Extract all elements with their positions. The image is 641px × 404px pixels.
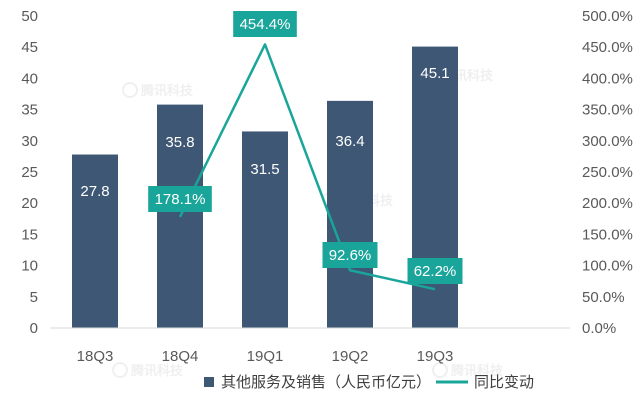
line-value-label: 178.1% — [155, 191, 206, 208]
series-line — [178, 43, 436, 291]
x-tick-label: 19Q1 — [247, 348, 284, 365]
watermark-logo-icon — [112, 362, 128, 378]
bar-value-label: 45.1 — [420, 65, 449, 82]
y-right-tick-label: 500.0% — [582, 8, 633, 25]
line-value-label: 92.6% — [329, 247, 372, 264]
x-axis: 18Q3 18Q4 19Q1 19Q2 19Q3 — [77, 348, 454, 365]
watermark-logo-icon — [432, 362, 448, 378]
bar-series: 27.8 35.8 31.5 36.4 45.1 — [72, 46, 458, 329]
watermark-text: 腾讯科技 — [130, 363, 184, 379]
line-value-box — [148, 186, 212, 212]
line-value-labels: 178.1% 454.4% 92.6% 62.2% — [148, 11, 463, 284]
y-right-tick-label: 400.0% — [582, 70, 633, 87]
y-right-tick-label: 450.0% — [582, 39, 633, 56]
bar-value-label: 36.4 — [335, 133, 364, 150]
y-right-tick-label: 100.0% — [582, 258, 633, 275]
watermark-text: 腾讯科技 — [450, 363, 504, 379]
watermark-text: 腾讯科技 — [140, 83, 194, 99]
watermark: 腾讯科技 — [122, 82, 194, 99]
bar — [327, 100, 373, 328]
y-left-tick-label: 0 — [30, 320, 38, 337]
legend-line-label: 同比变动 — [474, 373, 534, 391]
line-series — [178, 43, 436, 291]
y-right-tick-label: 300.0% — [582, 133, 633, 150]
y-left-tick-label: 15 — [21, 226, 38, 243]
y-left-tick-label: 45 — [21, 39, 38, 56]
legend-bar-label: 其他服务及销售（人民币亿元） — [221, 373, 431, 391]
watermark: 腾讯科技 — [432, 362, 504, 379]
legend-bar-swatch — [204, 377, 214, 387]
line-value-label: 62.2% — [414, 263, 457, 280]
x-tick-label: 19Q2 — [332, 348, 369, 365]
legend: 其他服务及销售（人民币亿元） 同比变动 — [204, 373, 534, 391]
y-left-tick-label: 30 — [21, 133, 38, 150]
right-axis: 0.0% 50.0% 100.0% 150.0% 200.0% 250.0% 300.0% 3… — [582, 8, 633, 337]
y-left-tick-label: 10 — [21, 258, 38, 275]
y-right-tick-label: 0.0% — [582, 320, 616, 337]
x-tick-label: 19Q3 — [417, 348, 454, 365]
line-value-label: 454.4% — [240, 16, 291, 33]
y-left-tick-label: 35 — [21, 102, 38, 119]
bar-value-label: 35.8 — [165, 134, 194, 151]
watermark: 腾讯科技 — [112, 362, 184, 379]
x-tick-label: 18Q3 — [77, 348, 114, 365]
bar — [242, 131, 288, 328]
bar-value-label: 27.8 — [80, 183, 109, 200]
y-right-tick-label: 150.0% — [582, 226, 633, 243]
bar-value-label: 31.5 — [250, 161, 279, 178]
y-left-tick-label: 5 — [30, 289, 38, 306]
y-left-tick-label: 25 — [21, 164, 38, 181]
line-value-box — [233, 11, 297, 37]
y-left-tick-label: 50 — [21, 8, 38, 25]
left-axis: 0 5 10 15 20 25 30 35 40 45 50 — [21, 8, 38, 337]
y-left-tick-label: 40 — [21, 70, 38, 87]
watermark-logo-icon — [122, 82, 138, 98]
y-left-tick-label: 20 — [21, 195, 38, 212]
line-value-box — [322, 242, 378, 268]
y-right-tick-label: 200.0% — [582, 195, 633, 212]
line-value-box — [407, 258, 463, 284]
bar — [72, 154, 118, 328]
y-right-tick-label: 350.0% — [582, 102, 633, 119]
x-tick-label: 18Q4 — [162, 348, 199, 365]
y-right-tick-label: 50.0% — [582, 289, 625, 306]
y-right-tick-label: 250.0% — [582, 164, 633, 181]
